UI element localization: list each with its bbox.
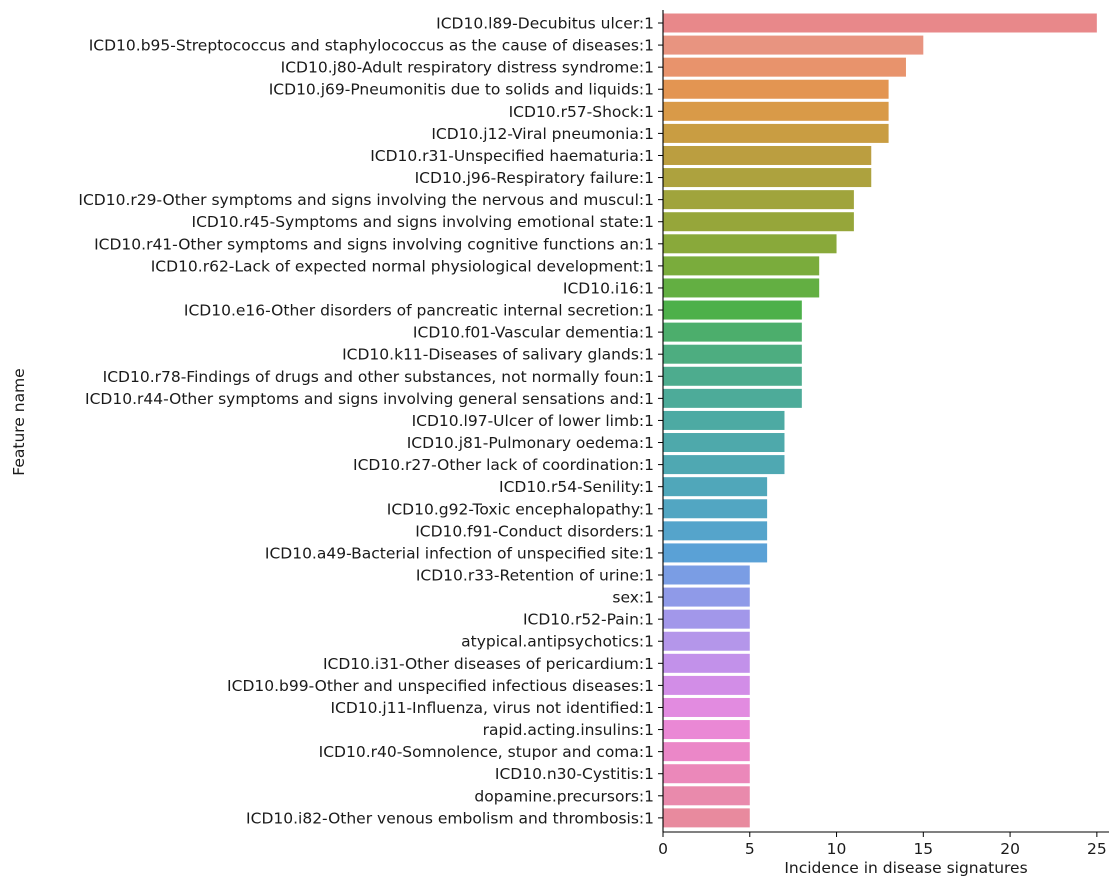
bar <box>663 388 802 408</box>
bars <box>663 13 1097 828</box>
category-label: atypical.antipsychotics:1 <box>461 633 654 651</box>
bar <box>663 344 802 364</box>
bar <box>663 190 854 210</box>
y-axis-title: Feature name <box>10 368 28 475</box>
category-label: ICD10.a49-Bacterial infection of unspeci… <box>265 544 654 562</box>
category-label: ICD10.b95-Streptococcus and staphylococc… <box>89 37 654 55</box>
category-label: ICD10.r33-Retention of urine:1 <box>416 567 654 585</box>
bar <box>663 278 820 298</box>
bar <box>663 499 768 519</box>
bar <box>663 786 750 806</box>
category-label: ICD10.i16:1 <box>563 279 654 297</box>
category-label: ICD10.r78-Findings of drugs and other su… <box>103 368 654 386</box>
category-label: ICD10.l89-Decubitus ulcer:1 <box>436 15 654 33</box>
bar <box>663 477 768 497</box>
x-tick-label: 20 <box>1000 840 1020 858</box>
category-label: dopamine.precursors:1 <box>474 787 654 805</box>
x-axis-title: Incidence in disease signatures <box>784 859 1027 877</box>
category-label: ICD10.r54-Senility:1 <box>499 478 654 496</box>
bar <box>663 631 750 651</box>
category-label: ICD10.l97-Ulcer of lower limb:1 <box>412 412 654 430</box>
category-label: ICD10.b99-Other and unspecified infectio… <box>227 677 654 695</box>
bar <box>663 808 750 828</box>
bar <box>663 234 837 254</box>
bar <box>663 720 750 740</box>
category-label: ICD10.r62-Lack of expected normal physio… <box>151 257 654 275</box>
category-label: ICD10.r27-Other lack of coordination:1 <box>353 456 654 474</box>
category-label: ICD10.k11-Diseases of salivary glands:1 <box>342 346 654 364</box>
bar <box>663 300 802 320</box>
bar <box>663 168 872 188</box>
category-label: ICD10.r31-Unspecified haematuria:1 <box>370 147 654 165</box>
category-label: ICD10.j11-Influenza, virus not identifie… <box>330 699 654 717</box>
category-label: ICD10.r41-Other symptoms and signs invol… <box>94 235 654 253</box>
bar <box>663 543 768 563</box>
category-label: ICD10.r29-Other symptoms and signs invol… <box>78 191 654 209</box>
category-label: ICD10.r52-Pain:1 <box>523 611 654 629</box>
bar <box>663 675 750 695</box>
category-label: rapid.acting.insulins:1 <box>483 721 654 739</box>
bar <box>663 79 889 99</box>
bar <box>663 565 750 585</box>
x-tick-label: 10 <box>827 840 847 858</box>
bar <box>663 123 889 143</box>
category-label: sex:1 <box>612 589 654 607</box>
bar <box>663 366 802 386</box>
x-tick-label: 25 <box>1087 840 1107 858</box>
bar <box>663 521 768 541</box>
category-label: ICD10.j12-Viral pneumonia:1 <box>431 125 654 143</box>
category-label: ICD10.r40-Somnolence, stupor and coma:1 <box>319 743 654 761</box>
bar <box>663 455 785 475</box>
bar <box>663 410 785 430</box>
bar <box>663 609 750 629</box>
bar <box>663 653 750 673</box>
category-label: ICD10.e16-Other disorders of pancreatic … <box>184 302 654 320</box>
x-tick-label: 15 <box>913 840 933 858</box>
bar <box>663 145 872 165</box>
category-label: ICD10.j69-Pneumonitis due to solids and … <box>269 81 654 99</box>
bar <box>663 587 750 607</box>
bar <box>663 256 820 276</box>
category-label: ICD10.j80-Adult respiratory distress syn… <box>281 59 654 77</box>
category-label: ICD10.i31-Other diseases of pericardium:… <box>323 655 654 673</box>
category-label: ICD10.r45-Symptoms and signs involving e… <box>192 213 654 231</box>
bar <box>663 101 889 121</box>
x-axis-ticks: 0 5 10 15 20 25 <box>658 832 1107 858</box>
category-label: ICD10.f01-Vascular dementia:1 <box>413 324 654 342</box>
bar <box>663 742 750 762</box>
category-label: ICD10.i82-Other venous embolism and thro… <box>246 809 654 827</box>
bar <box>663 433 785 453</box>
bar <box>663 57 906 77</box>
x-tick-label: 0 <box>658 840 668 858</box>
bar <box>663 212 854 232</box>
x-tick-label: 5 <box>745 840 755 858</box>
bar <box>663 13 1097 33</box>
category-label: ICD10.f91-Conduct disorders:1 <box>415 522 654 540</box>
category-label: ICD10.j81-Pulmonary oedema:1 <box>407 434 654 452</box>
bar <box>663 35 924 55</box>
bar <box>663 697 750 717</box>
bar <box>663 764 750 784</box>
category-label: ICD10.r57-Shock:1 <box>509 103 654 121</box>
category-label: ICD10.n30-Cystitis:1 <box>495 765 654 783</box>
bar <box>663 322 802 342</box>
category-labels: ICD10.l89-Decubitus ulcer:1 ICD10.b95-Str… <box>78 15 663 827</box>
category-label: ICD10.r44-Other symptoms and signs invol… <box>85 390 654 408</box>
category-label: ICD10.j96-Respiratory failure:1 <box>415 169 654 187</box>
category-label: ICD10.g92-Toxic encephalopathy:1 <box>387 500 654 518</box>
